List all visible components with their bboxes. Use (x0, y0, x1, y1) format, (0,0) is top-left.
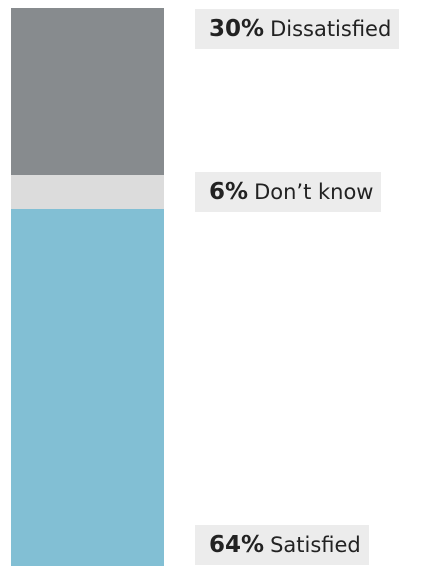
data-label-value: 6% (209, 179, 249, 206)
data-label-text: Satisfied (270, 533, 361, 557)
bar-segment-satisfied (11, 208, 164, 566)
bar-segment-don-t-know (11, 175, 164, 209)
data-label-text: Don’t know (254, 180, 374, 205)
data-label-value: 64% (209, 532, 265, 558)
stacked-bar (11, 8, 164, 566)
bar-segment-dissatisfied (11, 8, 164, 176)
data-label-text: Dissatisfied (270, 17, 392, 41)
data-label-value: 30% (209, 16, 265, 42)
data-label-don-t-know: 6% Don’t know (195, 172, 382, 213)
data-label-satisfied: 64% Satisfied (195, 525, 369, 565)
data-label-dissatisfied: 30% Dissatisfied (195, 9, 400, 49)
